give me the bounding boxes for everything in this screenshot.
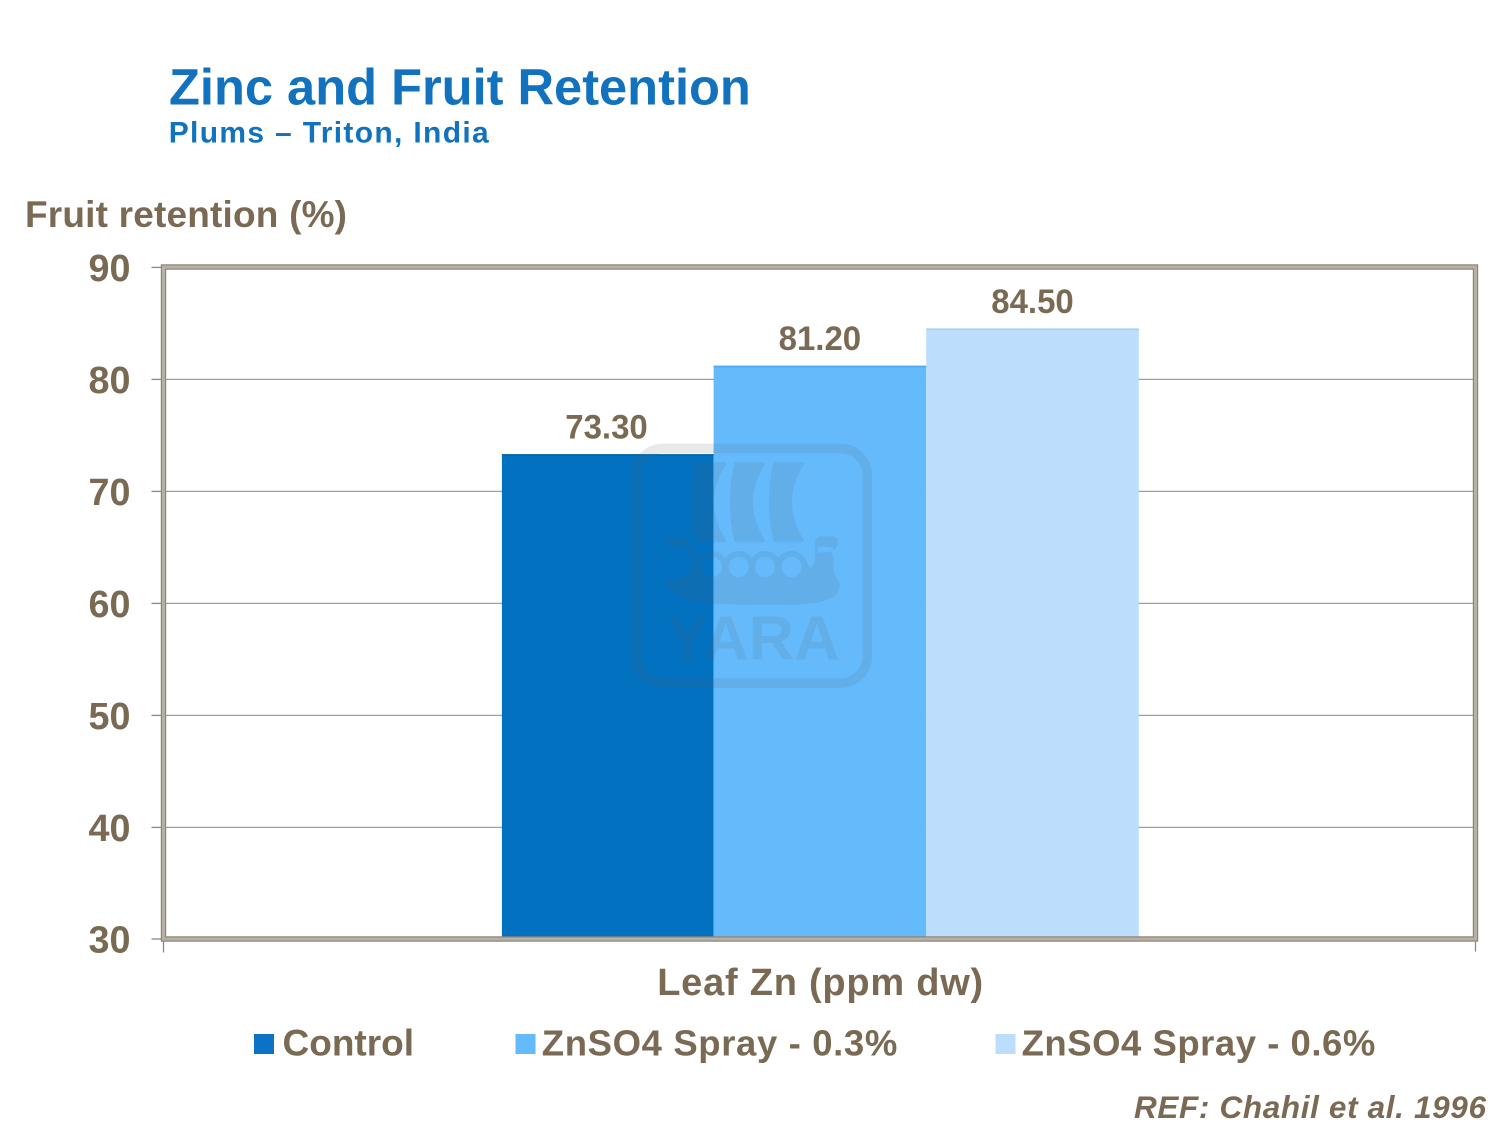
svg-text:30: 30 [89,920,131,962]
svg-text:40: 40 [89,808,131,850]
svg-text:Zinc and Fruit Retention: Zinc and Fruit Retention [169,59,751,116]
svg-text:REF: Chahil et al. 1996: REF: Chahil et al. 1996 [1134,1089,1486,1125]
svg-text:Leaf Zn (ppm dw): Leaf Zn (ppm dw) [657,962,983,1004]
svg-text:81.20: 81.20 [779,320,862,358]
svg-text:60: 60 [89,584,131,626]
svg-text:73.30: 73.30 [565,409,648,447]
svg-text:84.50: 84.50 [991,283,1074,321]
svg-text:50: 50 [89,696,131,738]
svg-text:YARA: YARA [667,605,840,674]
svg-text:70: 70 [89,472,131,514]
svg-text:Plums – Triton, India: Plums – Triton, India [169,117,489,150]
svg-text:ZnSO4 Spray - 0.6%: ZnSO4 Spray - 0.6% [1022,1023,1376,1064]
svg-text:Fruit retention (%): Fruit retention (%) [25,194,347,235]
svg-text:Control: Control [283,1023,415,1064]
svg-text:ZnSO4 Spray - 0.3%: ZnSO4 Spray - 0.3% [542,1023,898,1064]
svg-text:90: 90 [89,248,131,290]
svg-text:80: 80 [89,360,131,402]
